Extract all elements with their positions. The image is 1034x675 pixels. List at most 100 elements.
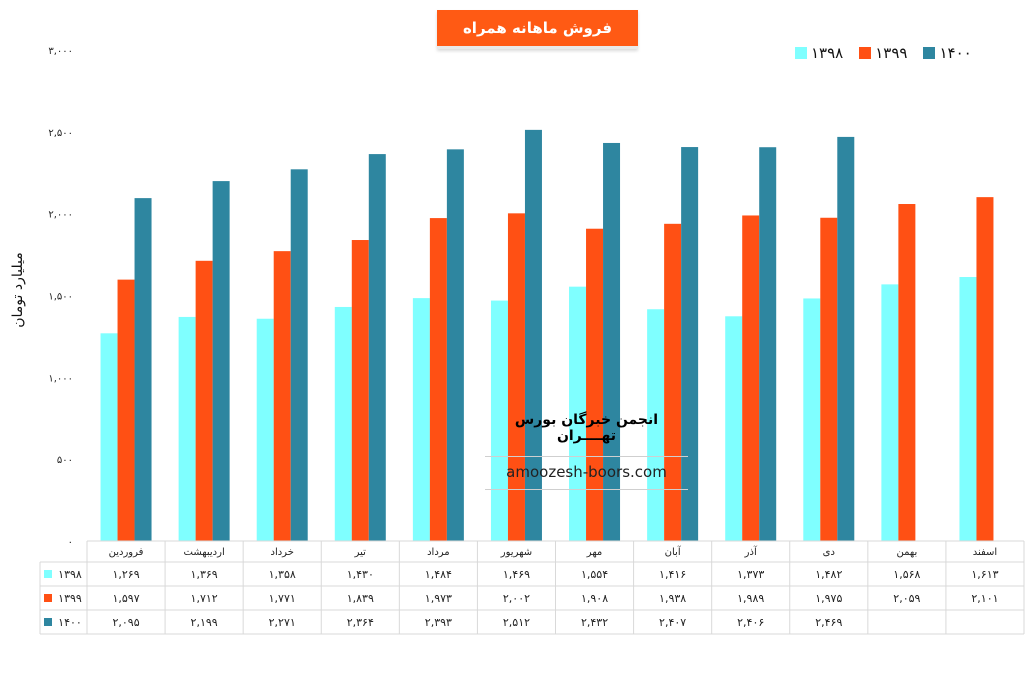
table-value-cell: ۱,۴۱۶: [659, 568, 686, 581]
bar: [586, 228, 604, 541]
chart-title: فروش ماهانه همراه: [437, 10, 638, 49]
table-value-cell: ۱,۹۰۸: [581, 592, 608, 605]
bar: [898, 204, 916, 542]
bars: [100, 129, 994, 542]
y-tick-label: ۱,۵۰۰: [48, 292, 73, 303]
bar: [117, 279, 135, 541]
y-tick-label: ۲,۰۰۰: [48, 210, 73, 221]
y-tick-label: ۱,۰۰۰: [48, 373, 73, 384]
bar: [178, 316, 196, 541]
legend-swatch-1400: [923, 47, 936, 59]
table-value-cell: ۲,۲۷۱: [269, 616, 296, 629]
table-value-cell: ۲,۴۰۶: [737, 616, 764, 629]
table-value-cell: ۱,۹۷۵: [815, 592, 842, 605]
legend-item-1398: ۱۳۹۸: [795, 44, 843, 62]
bar: [759, 147, 777, 541]
bar: [134, 198, 152, 541]
table-value-cell: ۱,۴۳۰: [347, 568, 374, 581]
table-series-name: ۱۴۰۰: [58, 616, 82, 629]
bar: [100, 333, 118, 541]
table-value-cell: ۱,۳۷۳: [737, 568, 764, 581]
table-value-cell: ۱,۷۷۱: [269, 592, 296, 605]
bar: [742, 215, 760, 542]
legend-swatch-1398: [795, 47, 807, 59]
category-label: اسفند: [973, 547, 997, 558]
bar: [507, 213, 525, 541]
category-label: خرداد: [271, 547, 294, 558]
table-value-cell: ۲,۴۶۹: [815, 616, 842, 629]
table-value-cell: ۲,۴۳۲: [581, 616, 608, 629]
bar: [412, 298, 430, 541]
bar: [273, 251, 291, 541]
table-value-cell: ۱,۳۵۸: [269, 568, 296, 581]
category-label: شهریور: [500, 547, 532, 558]
table-series-name: ۱۳۹۹: [58, 592, 82, 605]
category-label: اردیبهشت: [184, 547, 225, 558]
data-table: فروردین اردیبهشت خرداد تیر مرداد شهریور مهر آبا…: [39, 540, 1025, 635]
category-label: آذر: [744, 545, 758, 558]
chart-legend: ۱۳۹۸ ۱۳۹۹ ۱۴۰۰: [795, 44, 972, 62]
table-legend-key: [44, 618, 52, 626]
bar: [351, 240, 369, 541]
y-tick-label: ۳,۰۰۰: [48, 46, 73, 57]
table-value-cell: ۲,۱۰۱: [971, 592, 998, 605]
bar: [368, 154, 386, 542]
table-value-cell: ۱,۴۸۴: [425, 568, 452, 581]
bar: [647, 309, 665, 541]
table-legend-key: [44, 570, 52, 578]
table-value-cell: ۲,۰۰۲: [503, 592, 530, 605]
bar: [820, 217, 838, 541]
bar: [446, 149, 464, 541]
legend-label-1400: ۱۴۰۰: [939, 44, 972, 62]
table-value-cell: ۱,۴۶۹: [503, 568, 530, 581]
bar: [837, 136, 855, 542]
legend-item-1399: ۱۳۹۹: [859, 44, 907, 62]
table-value-cell: ۲,۳۶۴: [347, 616, 374, 629]
y-tick-label: ۰: [68, 537, 73, 548]
watermark-divider-top: [485, 456, 688, 457]
watermark-title: انجمن خبرگان بورس تهــــران: [514, 412, 659, 444]
table-value-cell: ۲,۴۰۷: [659, 616, 686, 629]
bar: [881, 284, 899, 541]
bar: [334, 306, 352, 541]
bar: [976, 197, 994, 541]
bar: [195, 260, 213, 541]
table-value-cell: ۱,۸۳۹: [347, 592, 374, 605]
table-series-name: ۱۳۹۸: [58, 568, 82, 581]
table-value-cell: ۲,۵۱۲: [503, 616, 530, 629]
bar: [803, 298, 821, 541]
bar: [603, 142, 621, 542]
watermark-divider-bottom: [485, 489, 688, 490]
table-value-cell: ۱,۵۵۴: [581, 568, 608, 581]
category-label: دی: [823, 547, 835, 558]
table-value-cell: ۱,۹۷۳: [425, 592, 452, 605]
table-value-cell: ۱,۳۶۹: [191, 568, 218, 581]
category-label: تیر: [354, 547, 367, 558]
table-value-cell: ۱,۷۱۲: [191, 592, 218, 605]
category-label: آبان: [665, 545, 682, 558]
category-label: مرداد: [427, 547, 450, 558]
table-value-cell: ۱,۴۸۲: [815, 568, 842, 581]
table-legend-key: [44, 594, 52, 602]
y-tick-labels: ۰ ۵۰۰ ۱,۰۰۰ ۱,۵۰۰ ۲,۰۰۰ ۲,۵۰۰ ۳,۰۰۰: [48, 46, 73, 548]
bar: [959, 277, 977, 541]
bar: [681, 147, 699, 542]
y-tick-label: ۲,۵۰۰: [48, 128, 73, 139]
bar: [524, 129, 542, 542]
table-value-cell: ۱,۵۶۸: [893, 568, 920, 581]
bar: [212, 181, 230, 542]
table-value-cell: ۲,۱۹۹: [191, 616, 218, 629]
table-value-cell: ۲,۳۹۳: [425, 616, 452, 629]
table-value-cell: ۲,۰۵۹: [893, 592, 920, 605]
table-value-cell: ۱,۵۹۷: [112, 592, 139, 605]
category-label: بهمن: [896, 547, 917, 558]
y-tick-label: ۵۰۰: [57, 455, 73, 466]
category-label: فروردین: [109, 547, 144, 558]
category-label: مهر: [586, 547, 602, 558]
bar: [569, 286, 587, 541]
legend-label-1398: ۱۳۹۸: [811, 44, 844, 62]
watermark-url: amoozesh-boors.com: [506, 463, 667, 481]
bar: [290, 169, 308, 542]
legend-item-1400: ۱۴۰۰: [923, 44, 972, 62]
